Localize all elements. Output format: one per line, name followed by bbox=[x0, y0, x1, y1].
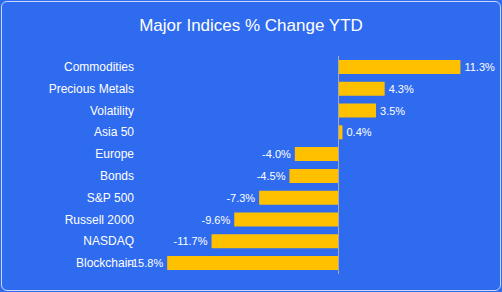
svg-text:3.5%: 3.5% bbox=[380, 105, 405, 117]
svg-text:4.3%: 4.3% bbox=[389, 83, 414, 95]
svg-text:S&P 500: S&P 500 bbox=[87, 191, 134, 205]
svg-text:-15.8%: -15.8% bbox=[128, 257, 163, 269]
svg-text:11.3%: 11.3% bbox=[464, 61, 495, 73]
svg-text:Volatility: Volatility bbox=[90, 104, 134, 118]
svg-text:Europe: Europe bbox=[95, 147, 134, 161]
svg-text:Bonds: Bonds bbox=[100, 169, 134, 183]
svg-text:0.4%: 0.4% bbox=[346, 126, 371, 138]
svg-text:-4.5%: -4.5% bbox=[257, 170, 286, 182]
svg-text:Russell 2000: Russell 2000 bbox=[65, 213, 135, 227]
svg-text:Blockchain: Blockchain bbox=[76, 256, 134, 270]
svg-text:NASDAQ: NASDAQ bbox=[83, 234, 134, 248]
svg-text:-11.7%: -11.7% bbox=[173, 235, 207, 247]
svg-text:Commodities: Commodities bbox=[64, 60, 134, 74]
svg-text:Major Indices % Change YTD: Major Indices % Change YTD bbox=[139, 16, 363, 35]
svg-text:-4.0%: -4.0% bbox=[262, 148, 291, 160]
svg-text:Asia 50: Asia 50 bbox=[94, 125, 134, 139]
svg-text:-7.3%: -7.3% bbox=[226, 192, 255, 204]
svg-text:Precious Metals: Precious Metals bbox=[49, 82, 134, 96]
svg-text:-9.6%: -9.6% bbox=[202, 214, 231, 226]
